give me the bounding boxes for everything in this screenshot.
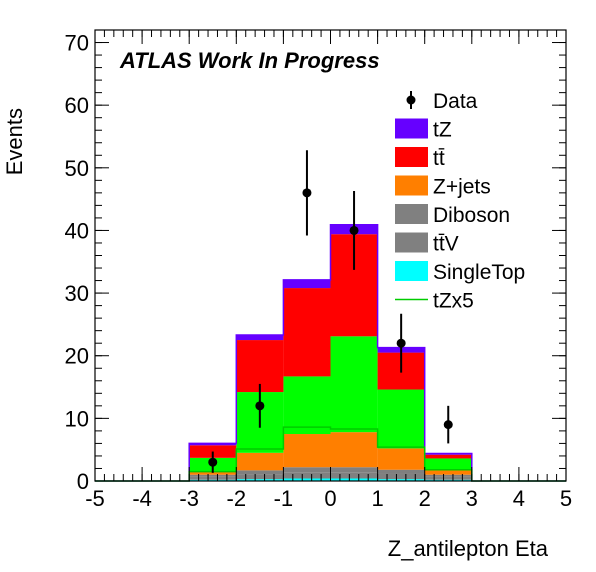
stack-bar-diboson-4 — [283, 467, 331, 473]
legend-label-4: Diboson — [433, 204, 510, 227]
x-axis-label: Z_antilepton Eta — [388, 536, 549, 561]
data-points — [208, 150, 453, 473]
x-tick-label-5: 0 — [324, 486, 336, 511]
legend-swatch-tz-1 — [395, 118, 428, 139]
stack-bar-ttv-5 — [330, 472, 378, 479]
stack-bar-tzx5-6 — [377, 389, 425, 449]
stack-bar-singletop-4 — [283, 478, 331, 481]
stack-bar-singletop-5 — [330, 478, 378, 481]
legend-point-data — [406, 95, 416, 105]
x-tick-label-0: -5 — [85, 486, 105, 511]
y-tick-label-1: 10 — [65, 406, 89, 431]
stack-bar-diboson-2 — [189, 474, 237, 477]
data-point-5 — [443, 420, 453, 430]
x-tick-label-8: 3 — [466, 486, 478, 511]
data-point-2 — [302, 188, 312, 198]
y-tick-label-7: 70 — [65, 31, 89, 56]
stack-bar-ttv-4 — [283, 472, 331, 479]
stack-bar-diboson-5 — [330, 467, 378, 473]
legend-swatch-tt-v-5 — [395, 232, 428, 253]
stack-bar-tzx5-7 — [424, 458, 472, 470]
x-tick-label-9: 4 — [513, 486, 525, 511]
stack-bar-singletop-3 — [236, 479, 284, 481]
stack-bar-diboson-3 — [236, 470, 284, 475]
data-point-0 — [208, 457, 218, 467]
y-tick-label-4: 40 — [65, 218, 89, 243]
legend-label-5: tt̄V — [433, 233, 459, 256]
stack-bar-singletop-2 — [189, 479, 237, 481]
stack-bar-z-jets-5 — [330, 432, 378, 468]
stack-bar-tt-3 — [236, 340, 284, 393]
stack-bar-tt-7 — [424, 454, 472, 459]
x-tick-label-3: -2 — [227, 486, 247, 511]
stack-bar-z-jets-7 — [424, 469, 472, 475]
stack-bar-diboson-7 — [424, 474, 472, 477]
data-point-4 — [396, 338, 406, 348]
stack-bar-ttv-3 — [236, 474, 284, 480]
stack-bar-singletop-7 — [424, 479, 472, 481]
x-tick-label-4: -1 — [274, 486, 294, 511]
x-tick-label-10: 5 — [560, 486, 572, 511]
data-point-1 — [255, 401, 265, 411]
stack-bar-tz-4 — [283, 279, 331, 289]
legend-label-6: SingleTop — [433, 261, 525, 284]
x-tick-label-2: -3 — [179, 486, 199, 511]
atlas-annotation: ATLAS Work In Progress — [119, 48, 380, 73]
x-tick-label-1: -4 — [132, 486, 152, 511]
y-tick-label-0: 0 — [77, 469, 89, 494]
stack-bar-tzx5-4 — [283, 376, 331, 435]
y-tick-label-6: 60 — [65, 93, 89, 118]
y-tick-label-2: 20 — [65, 344, 89, 369]
stack-bar-tz-2 — [189, 443, 237, 446]
stack-bar-diboson-6 — [377, 469, 425, 474]
stack-bar-z-jets-6 — [377, 448, 425, 470]
x-tick-label-6: 1 — [371, 486, 383, 511]
stack-outline — [95, 224, 566, 482]
legend-label-0: Data — [433, 90, 478, 113]
legend-swatch-z-jets-3 — [395, 175, 428, 196]
legend-swatch-singletop-6 — [395, 261, 428, 281]
stack-bar-tzx5-5 — [330, 336, 378, 433]
y-tick-label-5: 50 — [65, 156, 89, 181]
stack-bar-z-jets-3 — [236, 452, 284, 471]
data-point-3 — [349, 225, 359, 235]
stack-bar-ttv-2 — [189, 476, 237, 480]
x-tick-label-7: 2 — [419, 486, 431, 511]
legend: Data tZ tt̄ Z+jets Diboson tt̄V SingleTop tZx5 — [395, 90, 525, 313]
legend-label-3: Z+jets — [433, 176, 491, 199]
stack-bar-ttv-6 — [377, 473, 425, 480]
y-tick-label-3: 30 — [65, 281, 89, 306]
stacked-histogram — [95, 224, 566, 482]
legend-label-1: tZ — [433, 119, 452, 142]
stack-bar-tt-4 — [283, 288, 331, 377]
legend-label-2: tt̄ — [433, 147, 445, 170]
legend-swatch-diboson-4 — [395, 204, 428, 224]
stack-bar-singletop-6 — [377, 479, 425, 481]
y-axis-label: Events — [2, 108, 27, 175]
legend-label-7: tZx5 — [433, 290, 474, 313]
stack-bar-z-jets-4 — [283, 434, 331, 468]
stack-bar-tz-3 — [236, 335, 284, 341]
stack-bar-ttv-7 — [424, 476, 472, 480]
legend-swatch-tt--2 — [395, 147, 428, 167]
